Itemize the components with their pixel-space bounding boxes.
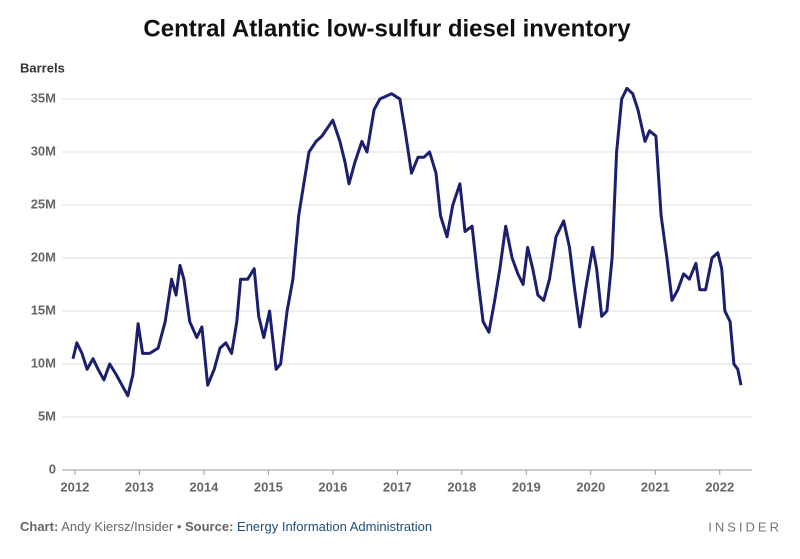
y-tick-label: 35M [31,90,56,105]
data-line [71,86,743,398]
footer: Chart: Andy Kiersz/Insider • Source: Ene… [20,519,432,534]
x-tick-label: 2015 [254,479,283,494]
x-tick-label: 2021 [641,479,670,494]
footer-separator: • [177,519,182,534]
footer-chart-label: Chart: [20,519,58,534]
x-tick-label: 2017 [383,479,412,494]
chart-title: Central Atlantic low-sulfur diesel inven… [143,15,631,42]
x-tick-label: 2018 [447,479,476,494]
footer-credit: Andy Kiersz/Insider [61,519,174,534]
x-tick-label: 2016 [318,479,347,494]
y-tick-label: 0 [49,461,56,476]
y-tick-label: 20M [31,249,56,264]
x-tick-label: 2013 [125,479,154,494]
y-tick-label: 15M [31,302,56,317]
y-tick-label: 30M [31,143,56,158]
y-tick-label: 25M [31,196,56,211]
x-tick-label: 2014 [189,479,219,494]
y-tick-label: 10M [31,355,56,370]
x-tick-label: 2022 [705,479,734,494]
brand-logo: INSIDER [708,519,782,534]
footer-source-label: Source: [185,519,233,534]
x-tick-label: 2020 [576,479,605,494]
y-axis-label: Barrels [20,60,65,75]
y-tick-label: 5M [38,408,56,423]
footer-source: Energy Information Administration [237,519,432,534]
x-tick-label: 2012 [60,479,89,494]
x-tick-label: 2019 [512,479,541,494]
